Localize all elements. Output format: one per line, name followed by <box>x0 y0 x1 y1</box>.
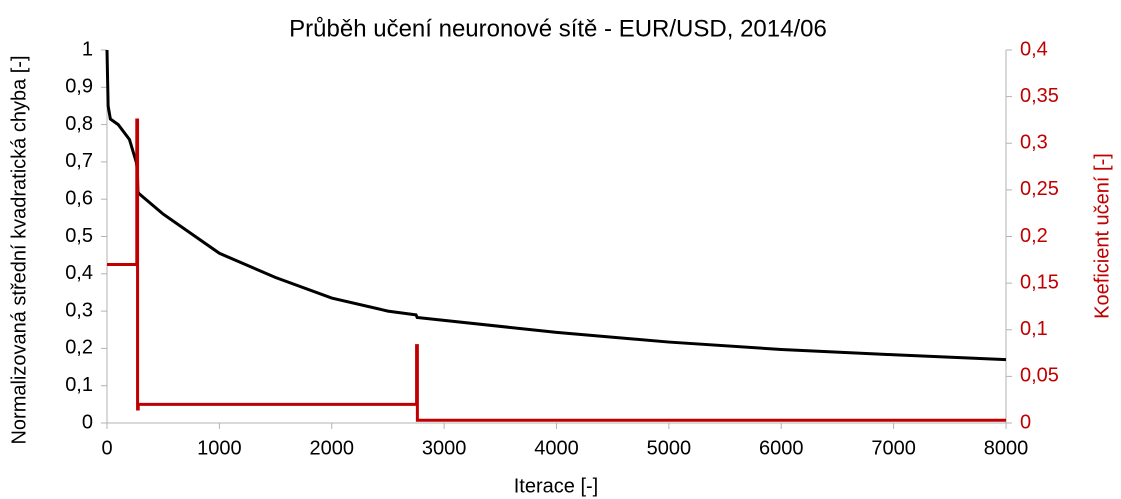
y-tick-label: 0,4 <box>65 262 93 284</box>
y2-tick-label: 0,35 <box>1020 85 1059 107</box>
x-tick-label: 8000 <box>984 437 1029 459</box>
y-tick-label: 0,2 <box>65 337 93 359</box>
y-tick-label: 0,8 <box>65 113 93 135</box>
y-tick-label: 1 <box>82 38 93 60</box>
chart-title: Průběh učení neuronové sítě - EUR/USD, 2… <box>289 15 827 42</box>
y2-tick-label: 0,1 <box>1020 318 1048 340</box>
y-tick-label: 0,9 <box>65 76 93 98</box>
y-tick-label: 0,3 <box>65 299 93 321</box>
x-tick-label: 1000 <box>197 437 242 459</box>
x-tick-label: 6000 <box>759 437 804 459</box>
data-line <box>105 49 1007 362</box>
y-tick-label: 0,5 <box>65 225 93 247</box>
y2-tick-label: 0,3 <box>1020 132 1048 154</box>
y-tick-label: 0,7 <box>65 150 93 172</box>
x-tick-label: 3000 <box>422 437 467 459</box>
x-tick-label: 4000 <box>534 437 579 459</box>
y2-tick-label: 0,4 <box>1020 38 1048 60</box>
y-tick-label: 0,1 <box>65 374 93 396</box>
x-tick-label: 7000 <box>871 437 916 459</box>
x-tick-label: 2000 <box>310 437 355 459</box>
y-tick-label: 0 <box>82 411 93 433</box>
x-axis-label: Iterace [-] <box>514 475 598 497</box>
y2-tick-label: 0 <box>1020 411 1031 433</box>
x-tick-label: 5000 <box>647 437 692 459</box>
y-tick-label: 0,6 <box>65 187 93 209</box>
y2-tick-label: 0,05 <box>1020 365 1059 387</box>
y-axis-label: Normalizovaná střední kvadratická chyba … <box>8 55 30 444</box>
y2-tick-label: 0,25 <box>1020 178 1059 200</box>
x-tick-label: 0 <box>101 437 112 459</box>
y2-tick-label: 0,2 <box>1020 225 1048 247</box>
y2-axis-label: Koeficient učení [-] <box>1091 153 1113 319</box>
y2-tick-label: 0,15 <box>1020 271 1059 293</box>
data-line <box>107 118 1006 422</box>
